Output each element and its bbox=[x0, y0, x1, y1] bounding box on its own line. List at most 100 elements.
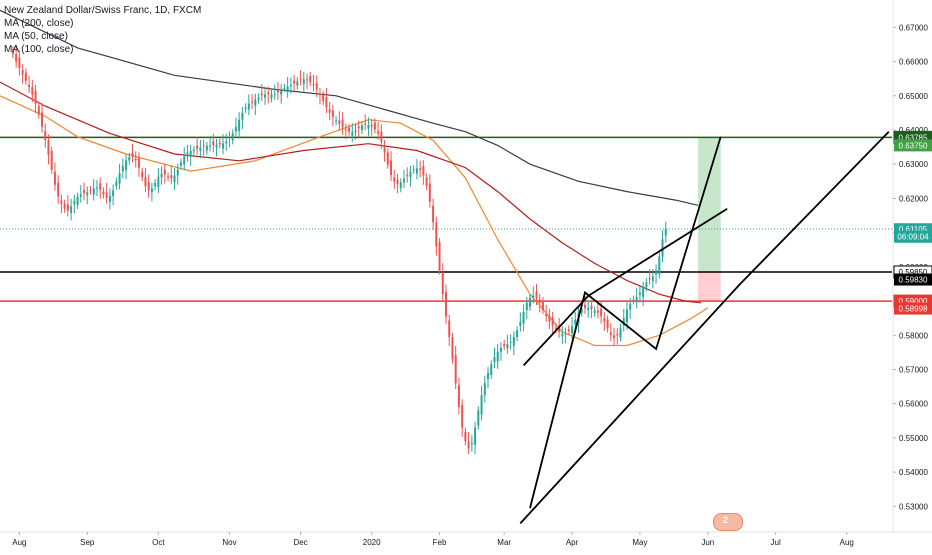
candle-body bbox=[341, 119, 344, 128]
candle-body bbox=[215, 144, 218, 148]
candle-body bbox=[661, 239, 664, 257]
candle-body bbox=[499, 347, 502, 352]
candle-body bbox=[147, 182, 150, 191]
trend-line-1[interactable] bbox=[522, 207, 728, 367]
trend-line-0[interactable] bbox=[519, 131, 890, 525]
candle-body bbox=[196, 145, 199, 149]
candle-body bbox=[625, 309, 628, 323]
candle-body bbox=[425, 177, 428, 186]
candle-body bbox=[470, 442, 473, 445]
price-tag-3: 0.59830 bbox=[899, 276, 928, 285]
candle-body bbox=[296, 81, 299, 86]
candle-body bbox=[247, 103, 250, 110]
candle-body bbox=[189, 150, 192, 157]
x-tick-label: May bbox=[632, 538, 647, 547]
candle-body bbox=[506, 344, 509, 348]
candle-body bbox=[318, 93, 321, 96]
events-badge-icon[interactable]: 2 bbox=[713, 513, 743, 531]
candle-body bbox=[328, 109, 331, 113]
candle-body bbox=[519, 321, 522, 327]
candle-body bbox=[157, 177, 160, 188]
y-tick-label: 0.53000 bbox=[899, 502, 928, 511]
price-tag-bg-0 bbox=[894, 139, 932, 152]
candle-body bbox=[464, 431, 467, 442]
candle-body bbox=[108, 196, 111, 202]
candle-body bbox=[638, 292, 641, 295]
candle-body bbox=[199, 147, 202, 151]
candle-body bbox=[354, 130, 357, 133]
price-tag-bg-4 bbox=[894, 302, 932, 315]
candle-body bbox=[503, 343, 506, 346]
candle-body bbox=[587, 307, 590, 310]
candle-body bbox=[222, 143, 224, 149]
candle-body bbox=[154, 183, 157, 187]
candle-body bbox=[241, 112, 244, 120]
x-tick-label: Mar bbox=[497, 538, 511, 547]
candle-body bbox=[632, 299, 635, 301]
legend-ma200[interactable]: MA (200, close) bbox=[4, 18, 74, 29]
candle-body bbox=[205, 145, 208, 151]
candle-body bbox=[567, 329, 570, 332]
candle-body bbox=[28, 84, 31, 88]
candle-body bbox=[483, 383, 486, 396]
candle-body bbox=[448, 320, 451, 337]
candle-body bbox=[600, 308, 603, 317]
legend-symbol[interactable]: New Zealand Dollar/Swiss Franc, 1D, FXCM bbox=[4, 5, 202, 16]
trend-line-2[interactable] bbox=[529, 136, 722, 509]
candle-body bbox=[57, 182, 60, 197]
candle-body bbox=[525, 302, 528, 310]
candle-body bbox=[571, 326, 574, 334]
ma-line-0[interactable] bbox=[0, 9, 699, 206]
candle-body bbox=[141, 171, 144, 178]
y-tick-label: 0.55000 bbox=[899, 434, 928, 443]
legend-ma100[interactable]: MA (100, close) bbox=[4, 44, 74, 55]
candle-body bbox=[609, 332, 612, 336]
candle-body bbox=[658, 256, 661, 275]
x-tick-label: Aug bbox=[12, 538, 26, 547]
candle-body bbox=[160, 173, 163, 178]
candle-body bbox=[299, 79, 302, 81]
position-profit-zone[interactable] bbox=[698, 137, 721, 272]
legend-ma50[interactable]: MA (50, close) bbox=[4, 31, 68, 42]
candle-body bbox=[170, 175, 173, 179]
candle-body bbox=[270, 94, 273, 99]
ma-line-1[interactable] bbox=[0, 95, 709, 347]
candle-body bbox=[512, 336, 515, 346]
candle-body bbox=[167, 176, 170, 178]
candle-body bbox=[348, 127, 351, 132]
candle-body bbox=[86, 192, 89, 196]
candle-body bbox=[451, 336, 454, 360]
y-tick-label: 0.65000 bbox=[899, 92, 928, 101]
y-tick-label: 0.54000 bbox=[899, 468, 928, 477]
candle-body bbox=[335, 120, 338, 122]
candle-body bbox=[357, 126, 360, 128]
candle-body bbox=[415, 168, 418, 174]
candle-body bbox=[331, 110, 334, 118]
time-axis[interactable] bbox=[0, 532, 932, 550]
candle-body bbox=[24, 72, 27, 81]
candle-body bbox=[435, 222, 438, 247]
candle-body bbox=[548, 316, 551, 322]
candle-body bbox=[121, 165, 124, 172]
ma-line-2[interactable] bbox=[0, 81, 702, 304]
candle-body bbox=[21, 70, 24, 75]
candle-body bbox=[112, 190, 115, 197]
candle-body bbox=[338, 120, 341, 124]
price-tag-0: 0.63750 bbox=[899, 141, 928, 150]
position-loss-zone[interactable] bbox=[698, 271, 721, 302]
candle-body bbox=[315, 83, 318, 90]
candle-body bbox=[428, 183, 431, 202]
candle-body bbox=[276, 89, 279, 93]
candle-body bbox=[474, 427, 477, 445]
y-tick-label: 0.63000 bbox=[899, 160, 928, 169]
candle-body bbox=[31, 87, 34, 95]
candle-body bbox=[134, 158, 137, 161]
x-tick-label: Sep bbox=[80, 538, 95, 547]
candle-body bbox=[432, 205, 435, 223]
x-tick-label: Jul bbox=[771, 538, 781, 547]
candle-body bbox=[370, 124, 373, 127]
candle-body bbox=[651, 276, 654, 281]
candle-body bbox=[554, 327, 557, 330]
